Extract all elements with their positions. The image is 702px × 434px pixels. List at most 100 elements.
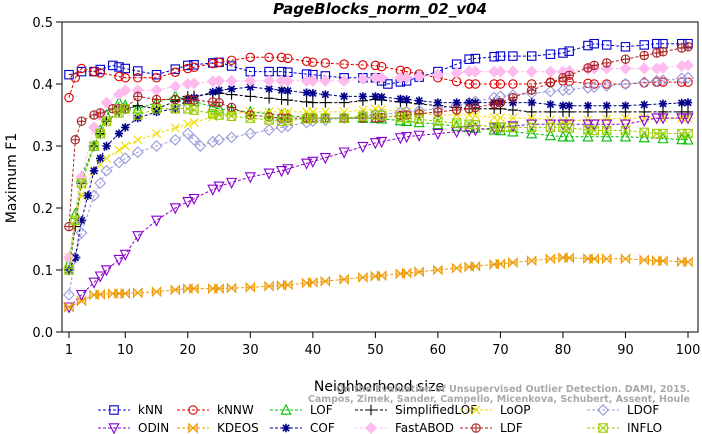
data-point-inflo <box>358 111 368 121</box>
data-point-odin <box>132 231 144 243</box>
data-point-ldof <box>213 133 226 146</box>
data-point-knnw <box>676 77 687 87</box>
data-point-cof <box>677 98 686 108</box>
data-point-kdeos <box>451 262 462 274</box>
data-point-knn <box>470 53 481 64</box>
data-point-ldof <box>119 152 132 165</box>
data-point-ldf <box>433 107 443 117</box>
data-point-kdeos <box>545 253 556 265</box>
data-point-knn <box>526 51 537 61</box>
data-point-inflo <box>508 122 518 133</box>
data-point-cof <box>152 107 161 117</box>
data-point-fastabod <box>450 66 463 79</box>
data-point-cof <box>208 87 218 97</box>
data-point-cof <box>89 166 99 175</box>
data-point-knnw <box>464 79 474 89</box>
watermark-line-2: Campos, Zimek, Sander, Campello, Micenko… <box>308 394 690 405</box>
data-point-cof <box>683 98 693 107</box>
data-point-kdeos <box>283 279 293 291</box>
data-point-odin <box>88 277 100 289</box>
data-point-ldf <box>226 102 237 113</box>
data-point-fastabod <box>394 71 407 84</box>
data-point-inflo <box>583 125 593 135</box>
legend-marker-ldof <box>597 404 609 416</box>
x-tick-label: 100 <box>676 343 701 358</box>
data-point-knn <box>76 66 87 77</box>
data-point-loop <box>452 110 462 120</box>
x-tick-label: 20 <box>180 343 197 358</box>
data-point-loop <box>264 107 274 117</box>
data-point-cof <box>433 98 443 107</box>
data-point-kdeos <box>151 286 162 298</box>
data-point-ldof <box>544 85 557 98</box>
data-point-odin <box>169 203 181 215</box>
data-point-kdeos <box>358 271 368 283</box>
data-point-odin <box>369 138 381 150</box>
data-point-inflo <box>245 113 256 123</box>
data-point-knnw <box>245 52 256 63</box>
data-point-kdeos <box>114 288 124 300</box>
data-point-knn <box>489 51 499 62</box>
data-point-inflo <box>114 108 124 118</box>
data-point-ldf <box>376 112 387 123</box>
legend-item-cof: COF <box>270 421 335 434</box>
data-point-odin <box>432 128 444 141</box>
data-point-ldof <box>225 131 238 144</box>
series-inflo <box>64 104 693 275</box>
data-point-odin <box>676 113 688 125</box>
data-point-cof <box>358 92 368 101</box>
data-point-ldf <box>451 105 462 115</box>
data-point-lof <box>619 130 632 142</box>
data-point-inflo <box>208 109 218 119</box>
data-point-inflo <box>64 265 74 275</box>
legend-item-inflo: INFLO <box>587 421 662 434</box>
data-point-cof <box>414 96 424 105</box>
data-point-kdeos <box>601 253 612 265</box>
data-point-fastabod <box>469 65 482 78</box>
data-point-ldf <box>508 92 518 103</box>
data-point-lof <box>213 102 225 114</box>
data-point-knnw <box>170 67 181 77</box>
data-point-simplifiedlof <box>301 96 312 108</box>
data-point-odin <box>225 177 238 190</box>
data-point-inflo <box>301 113 312 124</box>
data-point-lof <box>526 127 538 139</box>
data-point-knnw <box>151 73 162 83</box>
legend-item-loop: LoOP <box>460 403 531 417</box>
data-point-ldof <box>675 72 688 85</box>
data-point-ldf <box>676 43 687 53</box>
data-point-ldf <box>183 94 193 105</box>
data-point-fastabod <box>113 88 125 101</box>
data-point-cof <box>246 82 255 92</box>
data-point-odin <box>100 265 113 277</box>
data-point-inflo <box>526 122 537 133</box>
data-point-cof <box>377 92 386 102</box>
data-point-lof <box>682 133 694 145</box>
data-point-knnw <box>489 79 499 89</box>
data-point-cof <box>71 253 80 262</box>
legend-label-knnw: kNNW <box>217 403 254 417</box>
legend-marker-loop <box>471 405 481 415</box>
data-point-knnw <box>358 60 368 70</box>
data-point-cof <box>640 100 649 109</box>
data-point-knnw <box>276 52 287 63</box>
data-point-loop <box>602 114 612 124</box>
data-point-lof <box>557 130 569 142</box>
data-point-ldof <box>657 74 669 87</box>
data-point-ldf <box>414 109 424 119</box>
data-point-loop <box>114 145 124 155</box>
data-point-ldof <box>194 140 207 152</box>
legend-item-simplifiedlof: SimplifiedLOF <box>355 403 477 417</box>
data-point-cof <box>214 86 224 95</box>
data-point-loop <box>170 123 180 133</box>
data-point-loop <box>470 111 481 121</box>
data-point-cof <box>277 86 286 95</box>
data-point-simplifiedlof <box>526 106 537 118</box>
data-point-odin <box>63 302 75 314</box>
data-point-cof <box>77 216 86 225</box>
data-point-knnw <box>214 57 224 68</box>
x-tick-label: 1 <box>65 343 73 358</box>
data-point-odin <box>682 113 694 125</box>
legend-label-ldof: LDOF <box>627 403 659 417</box>
data-point-inflo <box>264 115 274 125</box>
